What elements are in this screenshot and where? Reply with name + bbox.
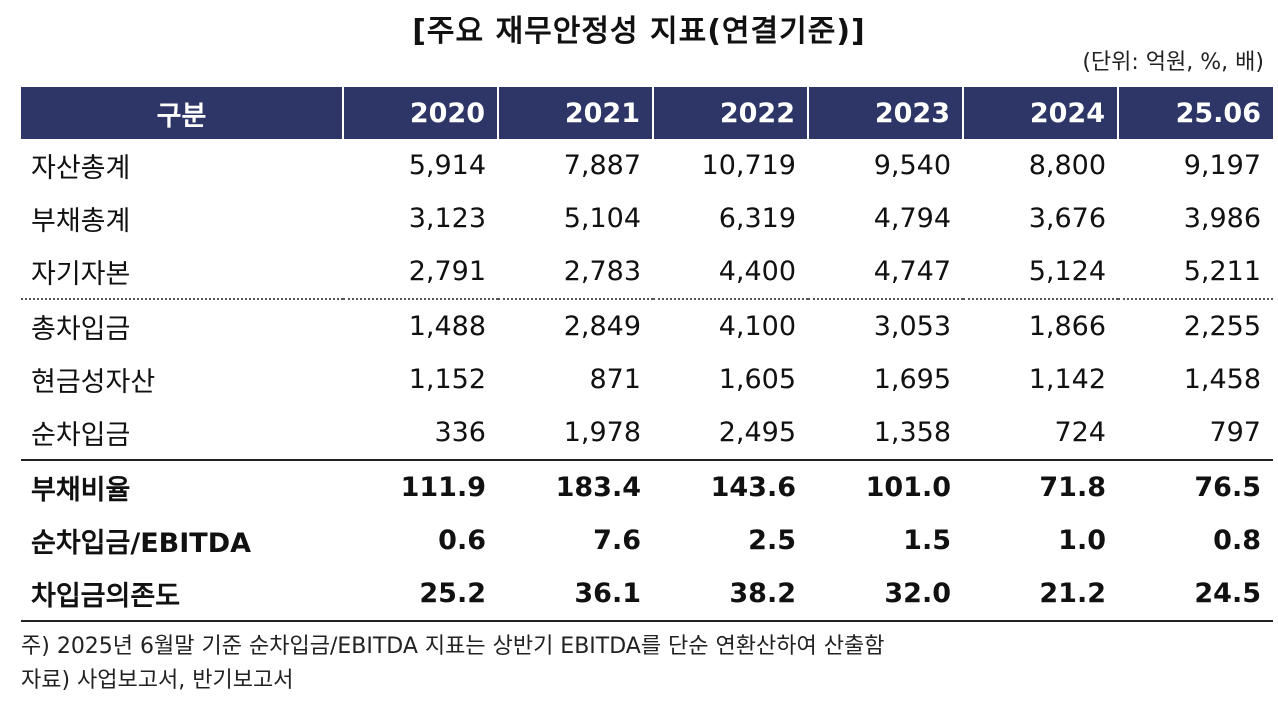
cell-value: 5,914 bbox=[408, 150, 486, 181]
cell-value: 871 bbox=[589, 364, 641, 395]
cell-value: 3,123 bbox=[408, 203, 486, 234]
footnote-note: 주) 2025년 6월말 기준 순차입금/EBITDA 지표는 상반기 EBIT… bbox=[21, 634, 885, 659]
cell-value: 32.0 bbox=[808, 567, 963, 622]
cell-value: 76.5 bbox=[1118, 459, 1273, 514]
cell-value: 2.5 bbox=[748, 525, 796, 556]
cell-value: 8,800 bbox=[1028, 150, 1106, 181]
cell-value: 724 bbox=[1054, 417, 1106, 448]
financial-stability-table: 구분 2020 2021 2022 2023 2024 25.06 자산총계 5… bbox=[21, 87, 1273, 622]
cell-value: 183.4 bbox=[498, 459, 653, 514]
cell-value: 9,197 bbox=[1183, 150, 1261, 181]
table-row: 자기자본 2,791 2,783 4,400 4,747 5,124 5,211 bbox=[21, 245, 1273, 299]
footnote-source: 자료) 사업보고서, 반기보고서 bbox=[21, 668, 294, 693]
cell-value: 4,794 bbox=[873, 203, 951, 234]
header-category: 구분 bbox=[21, 87, 343, 139]
header-year: 2021 bbox=[497, 87, 653, 139]
table-row: 자산총계 5,914 7,887 10,719 9,540 8,800 9,19… bbox=[21, 139, 1273, 192]
cell-value: 1,866 bbox=[963, 298, 1118, 353]
cell-value: 2,791 bbox=[408, 256, 486, 287]
cell-value: 71.8 bbox=[963, 459, 1118, 514]
cell-value: 1,605 bbox=[718, 364, 796, 395]
cell-value: 5,124 bbox=[1028, 256, 1106, 287]
cell-value: 1,152 bbox=[408, 364, 486, 395]
cell-value: 6,319 bbox=[718, 203, 796, 234]
row-label: 차입금의존도 bbox=[21, 567, 343, 622]
table-row: 차입금의존도 25.2 36.1 38.2 32.0 21.2 24.5 bbox=[21, 567, 1273, 622]
cell-value: 36.1 bbox=[498, 567, 653, 622]
header-year: 2020 bbox=[342, 87, 498, 139]
row-label: 총차입금 bbox=[21, 298, 343, 353]
row-label: 부채비율 bbox=[21, 459, 343, 514]
cell-value: 7,887 bbox=[563, 150, 641, 181]
cell-value: 4,400 bbox=[718, 256, 796, 287]
page-title: [주요 재무안정성 지표(연결기준)] bbox=[412, 14, 866, 49]
header-year: 2023 bbox=[807, 87, 963, 139]
cell-value: 2,849 bbox=[498, 298, 653, 353]
row-label: 부채총계 bbox=[31, 206, 131, 237]
cell-value: 9,540 bbox=[873, 150, 951, 181]
cell-value: 7.6 bbox=[593, 525, 641, 556]
cell-value: 797 bbox=[1209, 417, 1261, 448]
cell-value: 1,358 bbox=[873, 417, 951, 448]
cell-value: 3,986 bbox=[1183, 203, 1261, 234]
cell-value: 3,676 bbox=[1028, 203, 1106, 234]
cell-value: 3,053 bbox=[808, 298, 963, 353]
row-label: 순차입금 bbox=[31, 420, 131, 451]
table-row: 현금성자산 1,152 871 1,605 1,695 1,142 1,458 bbox=[21, 353, 1273, 406]
header-year: 25.06 bbox=[1117, 87, 1273, 139]
table-row: 총차입금 1,488 2,849 4,100 3,053 1,866 2,255 bbox=[21, 298, 1273, 353]
table-row: 부채비율 111.9 183.4 143.6 101.0 71.8 76.5 bbox=[21, 459, 1273, 514]
cell-value: 38.2 bbox=[653, 567, 808, 622]
cell-value: 4,100 bbox=[653, 298, 808, 353]
cell-value: 25.2 bbox=[343, 567, 498, 622]
table-row: 순차입금 336 1,978 2,495 1,358 724 797 bbox=[21, 406, 1273, 460]
cell-value: 1.5 bbox=[903, 525, 951, 556]
row-label: 자산총계 bbox=[31, 153, 131, 184]
cell-value: 5,104 bbox=[563, 203, 641, 234]
header-year: 2022 bbox=[652, 87, 808, 139]
cell-value: 143.6 bbox=[653, 459, 808, 514]
cell-value: 101.0 bbox=[808, 459, 963, 514]
cell-value: 111.9 bbox=[343, 459, 498, 514]
cell-value: 1.0 bbox=[1058, 525, 1106, 556]
cell-value: 21.2 bbox=[963, 567, 1118, 622]
table-row: 순차입금/EBITDA 0.6 7.6 2.5 1.5 1.0 0.8 bbox=[21, 514, 1273, 567]
cell-value: 0.8 bbox=[1213, 525, 1261, 556]
cell-value: 10,719 bbox=[701, 150, 796, 181]
footnotes: 주) 2025년 6월말 기준 순차입금/EBITDA 지표는 상반기 EBIT… bbox=[21, 630, 884, 698]
table-header-row: 구분 2020 2021 2022 2023 2024 25.06 bbox=[21, 87, 1273, 139]
table-row: 부채총계 3,123 5,104 6,319 4,794 3,676 3,986 bbox=[21, 192, 1273, 245]
cell-value: 1,695 bbox=[873, 364, 951, 395]
cell-value: 0.6 bbox=[438, 525, 486, 556]
cell-value: 24.5 bbox=[1118, 567, 1273, 622]
cell-value: 2,255 bbox=[1118, 298, 1273, 353]
header-year: 2024 bbox=[962, 87, 1118, 139]
cell-value: 2,783 bbox=[563, 256, 641, 287]
unit-label: (단위: 억원, %, 배) bbox=[1082, 50, 1264, 75]
cell-value: 336 bbox=[434, 417, 486, 448]
cell-value: 1,488 bbox=[343, 298, 498, 353]
row-label: 현금성자산 bbox=[31, 367, 156, 398]
row-label: 순차입금/EBITDA bbox=[31, 528, 252, 559]
cell-value: 1,458 bbox=[1183, 364, 1261, 395]
cell-value: 4,747 bbox=[873, 256, 951, 287]
row-label: 자기자본 bbox=[31, 259, 131, 290]
cell-value: 1,142 bbox=[1028, 364, 1106, 395]
cell-value: 2,495 bbox=[718, 417, 796, 448]
cell-value: 5,211 bbox=[1183, 256, 1261, 287]
cell-value: 1,978 bbox=[563, 417, 641, 448]
